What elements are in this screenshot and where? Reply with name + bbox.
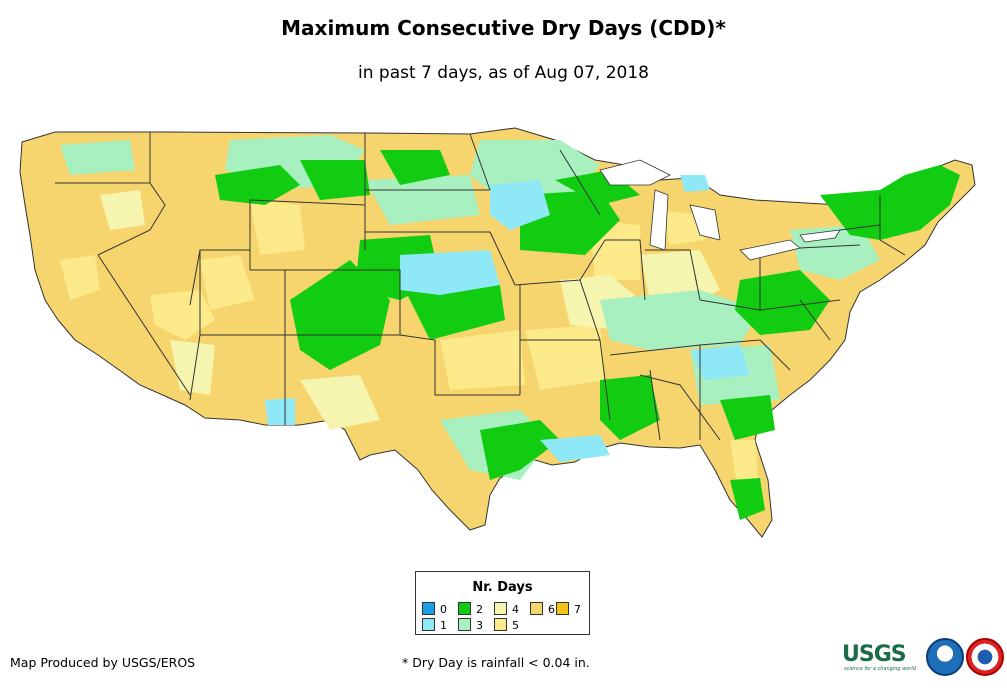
legend-swatch	[494, 602, 507, 615]
legend-item-1: 1	[422, 618, 447, 632]
noaa-logo-icon	[926, 638, 964, 676]
great-lakes	[599, 159, 841, 261]
legend-item-0: 0	[422, 602, 447, 616]
legend-swatch	[458, 618, 471, 631]
legend-item-6: 6	[530, 602, 555, 616]
legend: Nr. Days 0 1 2 3 4 5 6 7	[415, 571, 590, 635]
legend-swatch	[494, 618, 507, 631]
legend-swatch	[530, 602, 543, 615]
map-title: Maximum Consecutive Dry Days (CDD)*	[281, 16, 726, 40]
legend-swatch	[556, 602, 569, 615]
legend-item-2: 2	[458, 602, 483, 616]
legend-swatch	[422, 602, 435, 615]
legend-item-5: 5	[494, 618, 519, 632]
usgs-tagline: science for a changing world	[844, 666, 916, 672]
map-credit: Map Produced by USGS/EROS	[10, 655, 196, 670]
legend-title: Nr. Days	[472, 580, 533, 595]
legend-swatch	[422, 618, 435, 631]
zone-1-days	[265, 175, 750, 462]
dry-day-footnote: * Dry Day is rainfall < 0.04 in.	[402, 655, 590, 670]
state-borders	[55, 132, 906, 441]
map-subtitle: in past 7 days, as of Aug 07, 2018	[358, 63, 649, 83]
legend-item-3: 3	[458, 618, 483, 632]
nws-logo-icon	[966, 638, 1004, 676]
legend-item-7: 7	[556, 602, 581, 616]
usgs-logo: USGS	[842, 642, 907, 667]
legend-swatch	[458, 602, 471, 615]
us-cdd-map	[19, 127, 976, 538]
zone-5-days	[60, 200, 760, 505]
legend-item-4: 4	[494, 602, 519, 616]
